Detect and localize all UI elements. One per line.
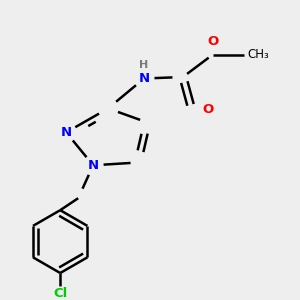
Text: N: N xyxy=(139,72,150,85)
Text: Cl: Cl xyxy=(53,287,67,300)
Text: H: H xyxy=(140,60,148,70)
Text: CH₃: CH₃ xyxy=(247,48,269,61)
Text: N: N xyxy=(88,159,99,172)
Text: N: N xyxy=(61,126,72,139)
Text: O: O xyxy=(203,103,214,116)
Text: O: O xyxy=(207,34,218,48)
